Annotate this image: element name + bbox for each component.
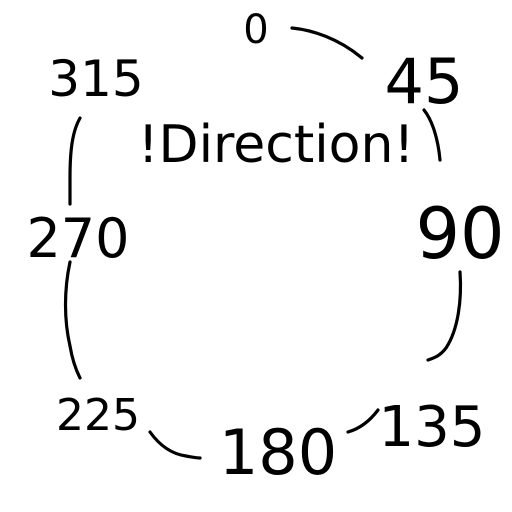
label-northeast-45: 45: [385, 45, 464, 118]
stroke-90-to-135: [426, 270, 463, 362]
stroke-0-to-45: [290, 26, 364, 60]
label-northwest-315: 315: [48, 50, 143, 108]
label-southeast-135: 135: [379, 395, 486, 460]
stroke-135-to-180: [346, 408, 380, 434]
stroke-45-to-90: [422, 108, 442, 162]
label-east-90: 90: [415, 193, 504, 275]
stroke-270-to-315: [68, 116, 82, 206]
label-south-180: 180: [219, 416, 337, 489]
stroke-180-to-225: [148, 430, 202, 460]
center-direction-label: !Direction!: [138, 115, 415, 175]
label-southwest-225: 225: [56, 390, 140, 441]
label-north-0: 0: [243, 7, 268, 53]
label-west-270: 270: [26, 207, 129, 270]
stroke-225-to-270: [63, 260, 82, 380]
